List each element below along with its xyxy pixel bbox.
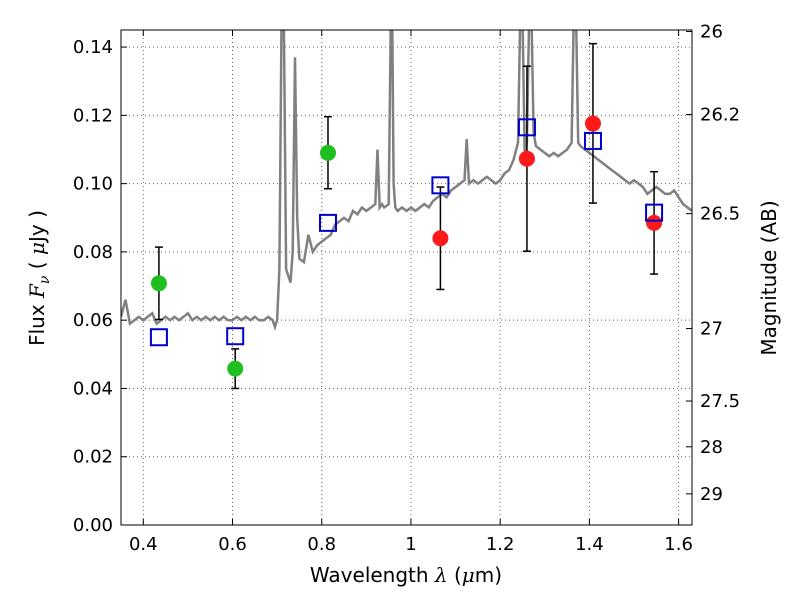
y-axis-title-symbol: F	[25, 283, 49, 299]
y-tick-label: 0.10	[73, 174, 113, 195]
x-axis-title-unit-open: (	[448, 563, 462, 587]
data-point-circle	[319, 144, 336, 161]
x-tick-label: 0.8	[307, 534, 336, 555]
x-axis-title: Wavelength λ (μm)	[310, 563, 502, 587]
plot-frame	[120, 29, 693, 526]
data-point-circle	[518, 150, 535, 167]
y-axis-title-sub: ν	[37, 275, 53, 284]
y-axis-title-prefix: Flux	[25, 298, 49, 346]
data-point-square	[318, 213, 337, 232]
grid	[121, 30, 692, 526]
y-axis-title-unit-rest: Jy )	[25, 210, 49, 244]
data-point-square	[645, 203, 664, 222]
data-markers	[149, 42, 664, 390]
x-axis-title-symbol: λ	[434, 563, 448, 587]
y-tick-label: 0.06	[73, 310, 113, 331]
x-tick-label: 1	[405, 534, 416, 555]
data-point-square	[226, 327, 245, 346]
y-tick-label: 0.12	[73, 105, 113, 126]
ticks: 0.4 0.6 0.8 1 1.2 1.4 1.6 0.00 0.02 0.04 0.06 0.08 0…	[73, 22, 740, 555]
y-tick-label: 0.02	[73, 447, 113, 468]
y-axis-title-unit-open: (	[25, 255, 49, 276]
x-tick-label: 1.4	[575, 534, 604, 555]
x-axis-title-unit-rest: m)	[475, 563, 502, 587]
y2-tick-label: 27.5	[700, 391, 740, 412]
x-tick-label: 0.4	[129, 534, 158, 555]
y-tick-label: 0.04	[73, 378, 113, 399]
x-axis-title-unit-mu: μ	[462, 563, 475, 587]
y-axis-title: Flux Fν ( μJy )	[25, 210, 53, 346]
data-point-circle	[432, 230, 449, 247]
y2-tick-label: 26.5	[700, 204, 740, 225]
y2-tick-label: 27	[700, 319, 723, 340]
y2-tick-label: 26.2	[700, 105, 740, 126]
y2-tick-label: 29	[700, 484, 723, 505]
data-point-square	[583, 131, 602, 150]
y-tick-label: 0.14	[73, 37, 113, 58]
x-tick-label: 1.2	[486, 534, 515, 555]
y2-axis-title: Magnitude (AB)	[757, 200, 781, 355]
data-point-square	[149, 328, 168, 347]
data-point-circle	[150, 275, 167, 292]
y2-tick-label: 28	[700, 437, 723, 458]
y2-tick-label: 26	[700, 22, 723, 43]
sed-spectrum	[121, 30, 692, 332]
data-point-circle	[227, 360, 244, 377]
data-point-circle	[646, 214, 663, 231]
y-tick-label: 0.08	[73, 242, 113, 263]
data-point-square	[517, 118, 536, 137]
y-axis-title-unit-mu: μ	[25, 242, 49, 255]
x-tick-label: 1.6	[664, 534, 693, 555]
y-tick-label: 0.00	[73, 515, 113, 536]
data-point-square	[431, 176, 450, 195]
x-tick-label: 0.6	[218, 534, 247, 555]
sed-line	[121, 30, 692, 332]
data-point-circle	[584, 115, 601, 132]
x-axis-title-prefix: Wavelength	[310, 563, 435, 587]
